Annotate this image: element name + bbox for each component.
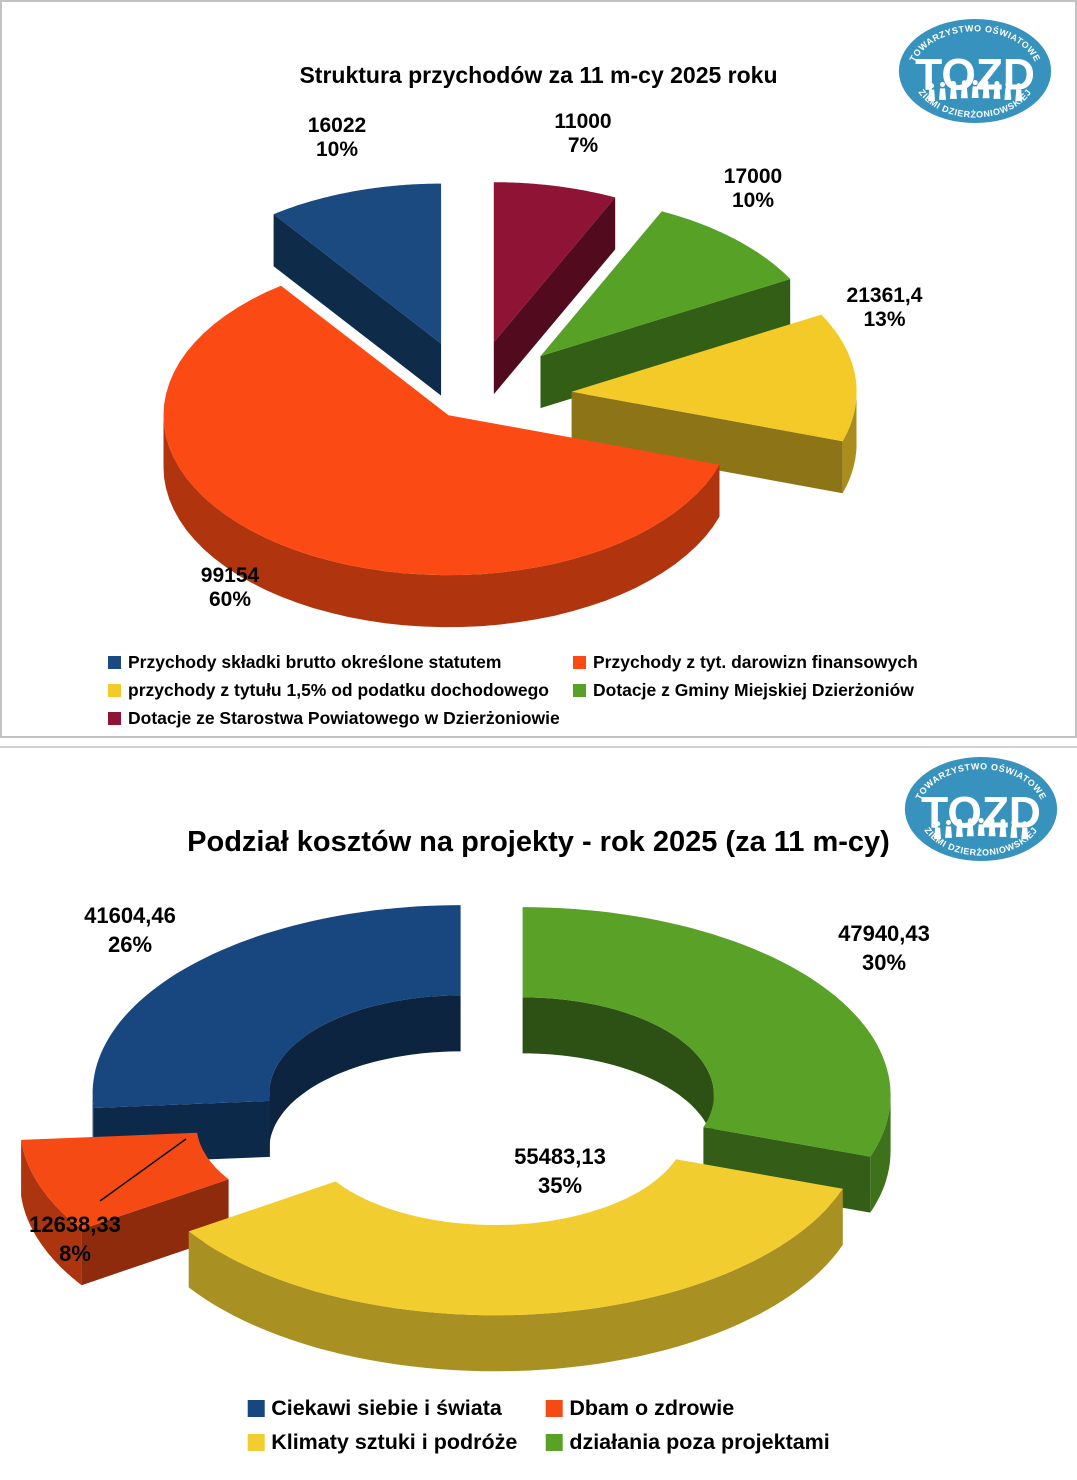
logo-people-icons bbox=[928, 80, 1023, 102]
slice-value: 17000 bbox=[723, 165, 783, 188]
pie-slice-face bbox=[163, 415, 720, 628]
pie-slice-face bbox=[92, 905, 461, 1108]
pie-slice-face bbox=[21, 1139, 82, 1286]
slice-value: 16022 bbox=[307, 114, 367, 137]
pie-slice-face bbox=[81, 1179, 229, 1286]
slice-value: 41604,46 bbox=[84, 903, 176, 928]
slice-value: 12638,33 bbox=[29, 1212, 121, 1237]
pie-slice-face bbox=[269, 995, 461, 1149]
legend-swatch bbox=[108, 712, 121, 725]
pie-slice-face bbox=[21, 1132, 229, 1230]
slice-percent: 10% bbox=[315, 138, 359, 161]
legend-swatch bbox=[247, 1434, 265, 1451]
slice-percent: 10% bbox=[731, 189, 775, 212]
revenue-chart-panel: Struktura przychodów za 11 m-cy 2025 rok… bbox=[0, 0, 1077, 738]
legend-item: Przychody z tyt. darowizn finansowych bbox=[573, 652, 918, 673]
pie-slice-face bbox=[188, 1159, 843, 1316]
slice-percent: 7% bbox=[567, 134, 599, 157]
slice-percent: 35% bbox=[537, 1173, 583, 1198]
pie-slice-face bbox=[188, 1188, 843, 1372]
logo-oval bbox=[898, 18, 1052, 124]
slice-value: 99154 bbox=[200, 564, 260, 587]
tozd-logo: TOWARZYSTWO OŚWIATOWEZIEMI DZIERŻONIOWSK… bbox=[898, 18, 1052, 124]
pie-slice-face bbox=[522, 997, 714, 1151]
pie-chart-canvas bbox=[163, 182, 857, 628]
legend-swatch bbox=[108, 656, 121, 669]
legend-label: Dotacje z Gminy Miejskiej Dzierżoniów bbox=[593, 680, 914, 700]
slice-value: 55483,13 bbox=[514, 1144, 606, 1169]
legend-item: Dotacje z Gminy Miejskiej Dzierżoniów bbox=[573, 680, 918, 701]
legend-item: Klimaty sztuki i podróże bbox=[247, 1430, 517, 1455]
legend-item: Ciekawi siebie i świata bbox=[247, 1396, 517, 1421]
slice-percent: 13% bbox=[863, 308, 906, 331]
pie-slice-face bbox=[540, 211, 791, 357]
legend-item: Dotacje ze Starostwa Powiatowego w Dzier… bbox=[108, 708, 573, 729]
label-leader-line bbox=[99, 1138, 187, 1202]
legend-label: działania poza projektami bbox=[569, 1430, 830, 1454]
slice-percent: 8% bbox=[59, 1241, 91, 1266]
costs-chart-panel: Podział kosztów na projekty - rok 2025 (… bbox=[0, 746, 1077, 1480]
legend: Przychody składki brutto określone statu… bbox=[108, 652, 918, 729]
pie-slice-face bbox=[870, 1093, 891, 1213]
pie-slice-face bbox=[273, 183, 442, 344]
slice-value: 47940,43 bbox=[838, 921, 930, 946]
slice-label-starostwo: 11000 7% bbox=[508, 110, 658, 158]
slice-percent: 30% bbox=[861, 950, 907, 975]
legend-swatch bbox=[247, 1400, 265, 1417]
legend-swatch bbox=[545, 1400, 563, 1417]
slice-label-zdrowie: 12638,33 8% bbox=[0, 1210, 150, 1268]
slice-label-skladki: 16022 10% bbox=[262, 114, 412, 162]
pie-slice-face bbox=[493, 197, 616, 395]
legend-label: przychody z tytułu 1,5% od podatku docho… bbox=[128, 680, 549, 700]
tozd-logo: TOWARZYSTWO OŚWIATOWEZIEMI DZIERŻONIOWSK… bbox=[904, 756, 1058, 862]
legend-item: Dbam o zdrowie bbox=[545, 1396, 829, 1421]
pie-slice-face bbox=[842, 390, 857, 494]
donut-chart-canvas bbox=[21, 905, 891, 1372]
chart-title: Struktura przychodów za 11 m-cy 2025 rok… bbox=[299, 62, 778, 88]
pie-slice-face bbox=[571, 391, 843, 494]
logo-people-icons bbox=[934, 818, 1029, 840]
slice-label-darowizny: 99154 60% bbox=[155, 564, 305, 612]
legend-label: Dbam o zdrowie bbox=[569, 1396, 735, 1420]
pie-slice-face bbox=[571, 314, 857, 442]
slice-label-klimaty: 55483,13 35% bbox=[470, 1142, 650, 1200]
legend-swatch bbox=[573, 684, 586, 697]
legend-label: Przychody składki brutto określone statu… bbox=[128, 652, 502, 672]
legend-label: Ciekawi siebie i świata bbox=[271, 1396, 502, 1420]
pie-slice-face bbox=[540, 279, 791, 409]
legend-item: Przychody składki brutto określone statu… bbox=[108, 652, 573, 673]
pie-slice-face bbox=[522, 907, 891, 1157]
legend-swatch bbox=[108, 684, 121, 697]
legend-label: Przychody z tyt. darowizn finansowych bbox=[593, 652, 918, 672]
slice-percent: 26% bbox=[107, 932, 153, 957]
legend-item: działania poza projektami bbox=[545, 1430, 830, 1455]
slice-value: 11000 bbox=[554, 110, 612, 133]
chart-title: Podział kosztów na projekty - rok 2025 (… bbox=[187, 826, 890, 858]
pie-slice-face bbox=[273, 214, 442, 396]
legend: Ciekawi siebie i świata Dbam o zdrowie K… bbox=[247, 1396, 830, 1455]
slice-value: 21361,4 bbox=[846, 284, 923, 307]
legend-item: przychody z tytułu 1,5% od podatku docho… bbox=[108, 680, 573, 701]
legend-swatch bbox=[545, 1434, 563, 1451]
slice-label-podatek: 21361,4 13% bbox=[807, 284, 962, 332]
legend-swatch bbox=[573, 656, 586, 669]
slice-label-gmina: 17000 10% bbox=[678, 165, 828, 213]
slice-label-poza-projektami: 47940,43 30% bbox=[794, 919, 974, 977]
slice-percent: 60% bbox=[208, 588, 252, 611]
legend-label: Dotacje ze Starostwa Powiatowego w Dzier… bbox=[128, 708, 560, 728]
logo-oval bbox=[904, 756, 1058, 862]
pie-slice-face bbox=[493, 182, 616, 343]
slice-label-ciekawi: 41604,46 26% bbox=[40, 901, 220, 959]
legend-label: Klimaty sztuki i podróże bbox=[271, 1430, 518, 1454]
pie-slice-face bbox=[163, 285, 720, 576]
